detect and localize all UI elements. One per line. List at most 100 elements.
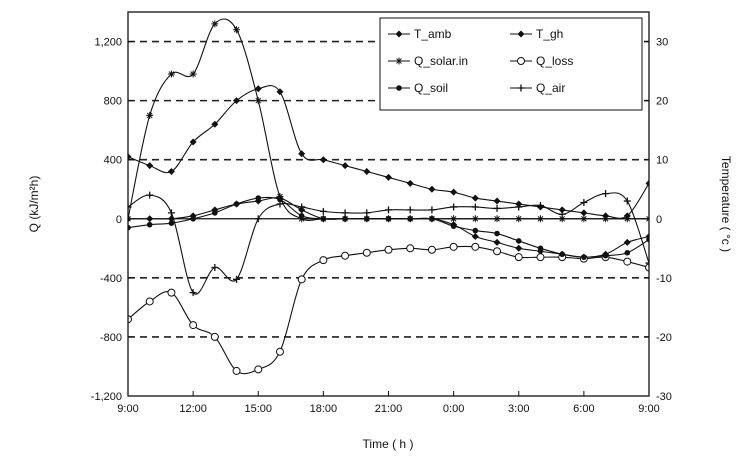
- data-point: [297, 275, 306, 284]
- data-point: [189, 321, 198, 330]
- legend-item: Q_air: [510, 81, 565, 95]
- data-point: [167, 70, 175, 78]
- data-point: [623, 257, 632, 266]
- legend-swatch-marker: [517, 30, 525, 38]
- data-point: [471, 203, 479, 211]
- data-point: [363, 168, 371, 176]
- y-right-tick-label: 20: [656, 96, 668, 108]
- data-point: [146, 111, 154, 119]
- y-left-tick-label: 800: [104, 96, 122, 108]
- legend-item: T_gh: [510, 27, 563, 41]
- data-point: [190, 215, 196, 222]
- data-point: [645, 259, 649, 267]
- legend-label: Q_soil: [414, 81, 448, 95]
- data-point: [254, 97, 262, 105]
- data-point: [493, 247, 502, 256]
- data-point: [645, 179, 649, 187]
- series-t-gh: [128, 85, 649, 220]
- series-group: [128, 18, 649, 375]
- legend-swatch-marker: [395, 57, 403, 65]
- data-point: [146, 215, 154, 223]
- data-point: [450, 223, 457, 229]
- y-left-tick-label: -1,200: [91, 391, 122, 403]
- legend-label: Q_air: [536, 81, 565, 95]
- data-point: [341, 162, 349, 170]
- data-point: [128, 203, 132, 211]
- data-point: [363, 209, 371, 217]
- data-point: [407, 215, 414, 222]
- data-point: [406, 179, 414, 187]
- data-point: [255, 195, 262, 201]
- data-point: [472, 227, 479, 234]
- series-q-loss: [128, 242, 649, 375]
- y-left-tick-label: -800: [100, 332, 122, 344]
- data-point: [210, 332, 219, 341]
- data-point: [406, 244, 415, 253]
- data-point: [233, 275, 241, 283]
- legend-swatch-marker: [395, 30, 403, 38]
- data-point: [298, 215, 306, 223]
- y-left-axis-ticks: 1,200 800 400 0 -400 -800 -1,200: [91, 37, 133, 403]
- y-right-tick-label: 30: [656, 37, 668, 49]
- data-point: [128, 153, 132, 161]
- data-point: [320, 215, 327, 222]
- data-point: [558, 215, 566, 223]
- data-point: [624, 249, 631, 256]
- data-point: [128, 315, 132, 324]
- data-point: [514, 253, 523, 262]
- data-point: [189, 289, 197, 297]
- x-tick-label: 3:00: [508, 403, 529, 415]
- x-axis-ticks: 9:00 12:00 15:00 18:00 21:00 0:00 3:00 6:00 9:00: [117, 391, 660, 415]
- data-point: [128, 224, 131, 231]
- data-point: [232, 366, 241, 375]
- data-point: [212, 210, 218, 216]
- data-point: [319, 207, 327, 215]
- legend-label: T_amb: [414, 27, 452, 41]
- x-tick-label: 0:00: [443, 403, 464, 415]
- data-point: [602, 190, 610, 198]
- data-point: [427, 245, 436, 254]
- data-point: [580, 199, 588, 207]
- data-point: [211, 264, 219, 272]
- y-right-tick-label: 10: [656, 155, 668, 167]
- data-point: [146, 191, 154, 199]
- legend-swatch-marker: [517, 84, 525, 92]
- y-right-axis-label: Temperature ( °c ): [719, 156, 733, 252]
- data-point: [341, 209, 349, 217]
- data-point: [450, 188, 458, 196]
- data-point: [363, 215, 370, 222]
- data-point: [471, 242, 480, 251]
- data-point: [385, 206, 392, 214]
- data-point: [602, 215, 610, 223]
- data-point: [167, 168, 175, 176]
- data-point: [493, 238, 501, 246]
- data-point: [646, 236, 649, 243]
- x-axis-label: Time ( h ): [363, 437, 414, 451]
- data-point: [493, 215, 501, 223]
- series-q-air: [128, 190, 649, 297]
- data-point: [449, 242, 458, 251]
- data-point: [559, 251, 565, 258]
- data-point: [428, 206, 436, 214]
- data-point: [580, 209, 588, 217]
- data-point: [385, 173, 392, 181]
- legend-swatch-marker: [517, 57, 525, 65]
- data-point: [493, 204, 501, 212]
- data-point: [298, 203, 306, 211]
- data-point: [254, 85, 262, 93]
- data-point: [450, 215, 458, 223]
- data-point: [450, 203, 458, 211]
- legend-label: T_gh: [536, 27, 563, 41]
- data-point: [233, 26, 241, 34]
- data-point: [342, 215, 348, 222]
- y-left-tick-label: 0: [116, 214, 122, 226]
- data-point: [536, 201, 544, 209]
- data-point: [189, 70, 197, 78]
- data-point: [580, 215, 588, 223]
- y-right-tick-label: 0: [656, 214, 662, 226]
- data-point: [211, 120, 219, 128]
- data-point: [494, 230, 500, 237]
- data-point: [558, 210, 566, 218]
- data-point: [537, 245, 544, 252]
- data-point: [645, 263, 649, 272]
